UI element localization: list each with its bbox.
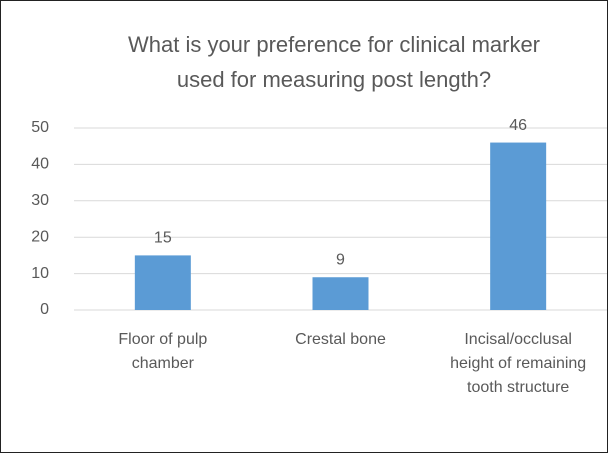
x-tick-label: Crestal bone xyxy=(295,331,386,348)
y-tick-label: 10 xyxy=(31,265,49,282)
y-tick-label: 20 xyxy=(31,228,49,245)
data-label: 15 xyxy=(154,230,172,247)
data-label: 9 xyxy=(336,251,345,268)
y-tick-label: 30 xyxy=(31,192,49,209)
y-tick-label: 40 xyxy=(31,156,49,173)
bar xyxy=(312,277,369,310)
x-tick-label: Floor of pulp chamber xyxy=(118,331,208,372)
bar xyxy=(490,142,547,310)
x-tick-label: Incisal/occlusal height of remaining too… xyxy=(450,331,587,396)
bar xyxy=(134,255,191,310)
y-tick-label: 0 xyxy=(40,301,49,318)
y-tick-label: 50 xyxy=(31,119,49,136)
data-label: 46 xyxy=(509,117,527,134)
chart-title: What is your preference for clinical mar… xyxy=(127,32,541,92)
